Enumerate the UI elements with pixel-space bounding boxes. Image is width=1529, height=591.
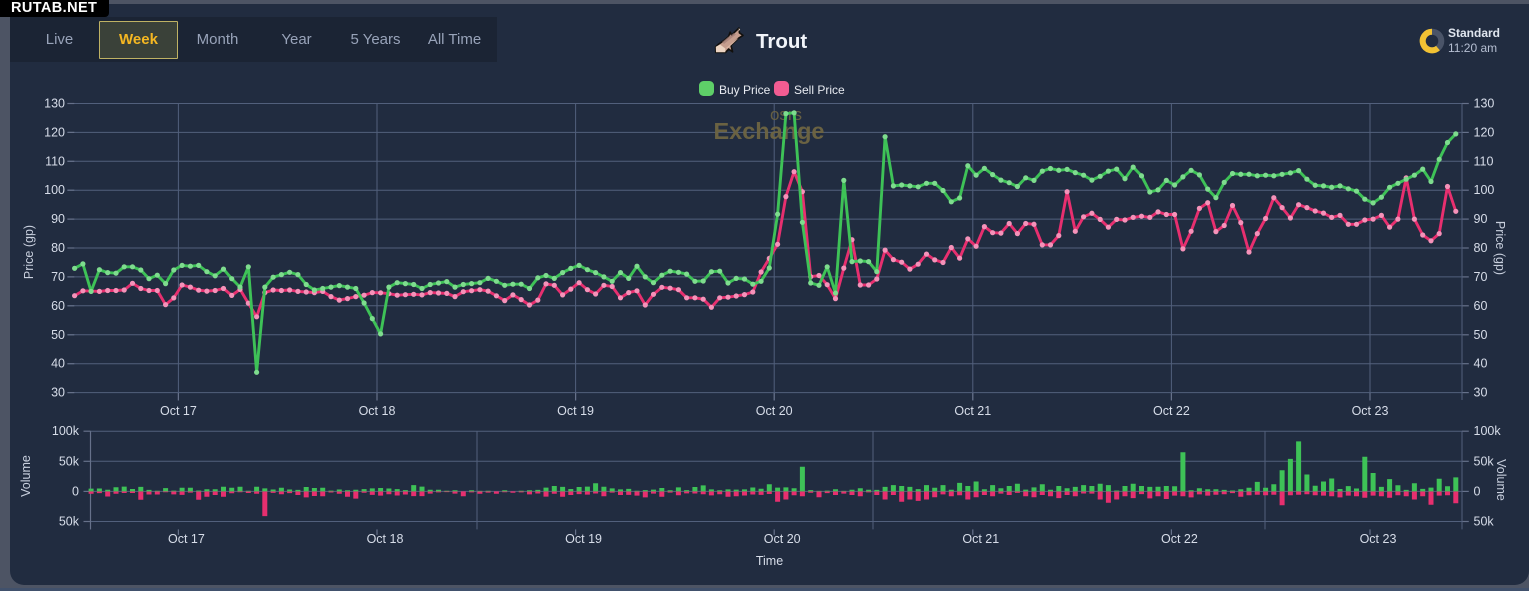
svg-text:Volume: Volume [1494,459,1508,501]
svg-text:50: 50 [1474,328,1488,342]
svg-text:50k: 50k [1474,454,1495,468]
svg-text:80: 80 [1474,241,1488,255]
svg-text:Price (gp): Price (gp) [22,225,36,279]
svg-text:100k: 100k [1474,424,1502,438]
svg-text:Oct 20: Oct 20 [756,404,793,418]
svg-text:Exchange: Exchange [713,118,824,144]
svg-text:80: 80 [51,241,65,255]
svg-text:Oct 22: Oct 22 [1161,532,1198,546]
svg-text:50: 50 [51,328,65,342]
svg-text:90: 90 [1474,212,1488,226]
svg-text:Oct 23: Oct 23 [1360,532,1397,546]
svg-text:Price (gp): Price (gp) [1493,221,1507,275]
svg-text:Oct 21: Oct 21 [954,404,991,418]
svg-text:Oct 19: Oct 19 [557,404,594,418]
svg-text:0: 0 [1474,484,1481,498]
svg-text:40: 40 [1474,357,1488,371]
svg-text:Oct 17: Oct 17 [160,404,197,418]
svg-text:Oct 22: Oct 22 [1153,404,1190,418]
svg-text:50k: 50k [1474,515,1495,529]
svg-text:30: 30 [1474,386,1488,400]
svg-text:Oct 17: Oct 17 [168,532,205,546]
svg-text:40: 40 [51,357,65,371]
svg-text:Oct 18: Oct 18 [359,404,396,418]
svg-text:110: 110 [1474,154,1494,168]
svg-text:Oct 19: Oct 19 [565,532,602,546]
svg-text:110: 110 [45,154,65,168]
svg-text:Time: Time [756,554,783,568]
svg-text:100: 100 [44,183,65,197]
svg-text:50k: 50k [59,515,80,529]
svg-text:Oct 21: Oct 21 [962,532,999,546]
svg-text:70: 70 [1474,270,1488,284]
svg-text:50k: 50k [59,454,80,468]
svg-text:Oct 20: Oct 20 [764,532,801,546]
svg-text:30: 30 [51,386,65,400]
svg-text:130: 130 [44,97,65,111]
svg-text:130: 130 [1474,97,1495,111]
svg-text:120: 120 [44,125,65,139]
svg-text:60: 60 [51,299,65,313]
svg-text:Oct 23: Oct 23 [1352,404,1389,418]
svg-text:0: 0 [72,484,79,498]
svg-text:100: 100 [1474,183,1495,197]
svg-text:100k: 100k [52,424,80,438]
svg-text:60: 60 [1474,299,1488,313]
svg-text:120: 120 [1474,125,1495,139]
svg-text:Oct 18: Oct 18 [367,532,404,546]
svg-text:Volume: Volume [19,455,33,497]
svg-text:70: 70 [51,270,65,284]
svg-text:90: 90 [51,212,65,226]
